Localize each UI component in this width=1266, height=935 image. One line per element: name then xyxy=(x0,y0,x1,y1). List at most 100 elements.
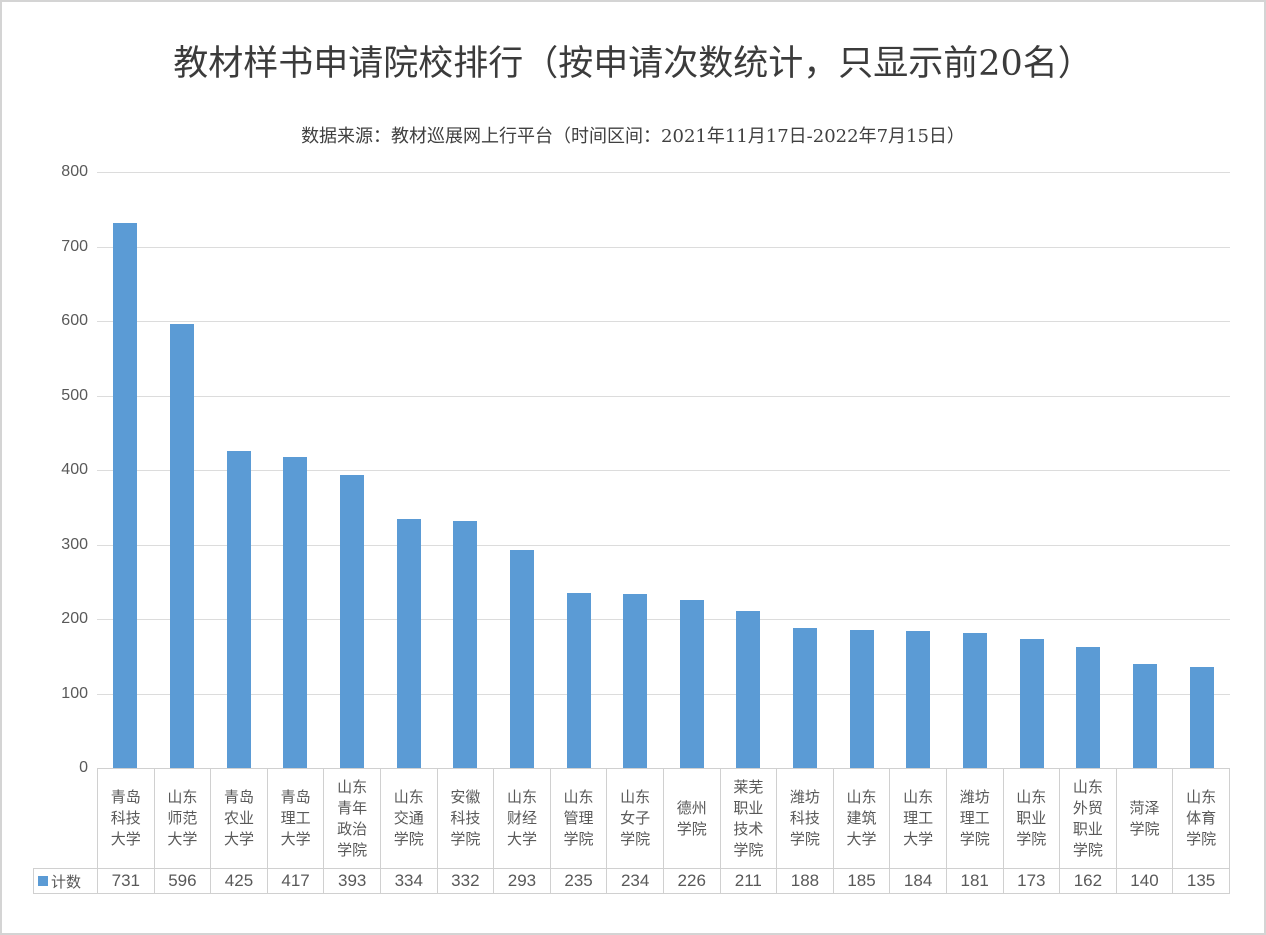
category-label: 青岛理工大学 xyxy=(280,788,311,848)
bar xyxy=(1076,647,1101,768)
value-cell: 234 xyxy=(607,869,664,893)
category-label: 山东职业学院 xyxy=(1016,788,1047,848)
gridline xyxy=(97,246,1230,248)
gridline xyxy=(97,544,1230,546)
category-cell: 山东青年政治学院 xyxy=(324,769,381,868)
category-cell: 青岛科技大学 xyxy=(98,769,155,868)
data-table-value-row: 731 596 425 417 393 334 332 293 235 234 226 211 188 1… xyxy=(97,868,1230,894)
value-cell: 293 xyxy=(494,869,551,893)
category-label: 青岛农业大学 xyxy=(223,788,254,848)
category-cell: 山东外贸职业学院 xyxy=(1060,769,1117,868)
gridline xyxy=(97,470,1230,471)
y-axis-tick-label: 500 xyxy=(61,386,88,404)
blue-square-icon xyxy=(38,876,48,886)
value-cell: 188 xyxy=(777,869,834,893)
category-label: 德州学院 xyxy=(676,798,707,838)
category-cell: 山东建筑大学 xyxy=(834,769,891,868)
category-cell: 山东财经大学 xyxy=(494,769,551,868)
bar xyxy=(396,519,421,768)
value-cell: 173 xyxy=(1004,869,1061,893)
y-axis-tick-label: 600 xyxy=(61,312,88,329)
category-cell: 山东师范大学 xyxy=(155,769,212,868)
category-label: 山东青年政治学院 xyxy=(337,777,368,859)
y-axis-tick-label: 700 xyxy=(61,237,88,255)
category-label: 潍坊科技学院 xyxy=(789,788,820,848)
category-header-row: 青岛科技大学 山东师范大学 青岛农业大学 青岛理工大学 山东青年政治学院 山东交通学院 安徽… xyxy=(97,768,1230,868)
value-cell: 162 xyxy=(1060,869,1117,893)
y-axis-tick-label: 100 xyxy=(61,684,88,702)
category-label: 山东财经大学 xyxy=(506,788,537,848)
category-cell: 山东理工大学 xyxy=(890,769,947,868)
category-cell: 山东管理学院 xyxy=(551,769,608,868)
gridline xyxy=(97,619,1230,620)
value-cell: 185 xyxy=(834,869,891,893)
chart-subtitle: 数据来源：教材巡展网上行平台（时间区间：2021年11月17日-2022年7月1… xyxy=(301,126,965,147)
category-cell: 青岛农业大学 xyxy=(211,769,268,868)
value-cell: 596 xyxy=(155,869,212,893)
value-cell: 332 xyxy=(438,869,495,893)
category-label: 青岛科技大学 xyxy=(110,788,141,848)
category-label: 安徽科技学院 xyxy=(450,788,481,848)
gridline xyxy=(97,172,1230,173)
value-cell: 140 xyxy=(1117,869,1174,893)
category-cell: 安徽科技学院 xyxy=(438,769,495,868)
gridline xyxy=(97,693,1230,695)
category-cell: 德州学院 xyxy=(664,769,721,868)
category-cell: 莱芜职业技术学院 xyxy=(721,769,778,868)
category-label: 山东体育学院 xyxy=(1186,788,1217,848)
value-cell: 226 xyxy=(664,869,721,893)
category-cell: 青岛理工大学 xyxy=(268,769,325,868)
category-label: 菏泽学院 xyxy=(1129,798,1160,838)
category-label: 山东外贸职业学院 xyxy=(1072,777,1103,859)
value-cell: 211 xyxy=(721,869,778,893)
legend-label: 计数 xyxy=(51,873,82,891)
category-cell: 山东交通学院 xyxy=(381,769,438,868)
category-label: 山东交通学院 xyxy=(393,788,424,848)
bar xyxy=(1019,639,1044,768)
bar xyxy=(679,599,704,768)
y-axis-tick-label: 300 xyxy=(61,535,88,553)
category-cell: 潍坊科技学院 xyxy=(777,769,834,868)
value-cell: 393 xyxy=(324,869,381,893)
category-label: 山东师范大学 xyxy=(167,788,198,848)
gridline xyxy=(97,321,1230,322)
bar xyxy=(113,223,138,768)
category-cell: 山东职业学院 xyxy=(1004,769,1061,868)
bar xyxy=(453,520,478,768)
bar xyxy=(566,592,591,768)
legend-key-cell: 计数 xyxy=(33,868,98,894)
category-label: 山东管理学院 xyxy=(563,788,594,848)
bar xyxy=(226,451,251,768)
value-cell: 731 xyxy=(98,869,155,893)
category-cell: 山东女子学院 xyxy=(607,769,664,868)
value-cell: 417 xyxy=(268,869,325,893)
chart-title: 教材样书申请院校排行（按申请次数统计，只显示前20名） xyxy=(173,44,1093,84)
category-cell: 潍坊理工学院 xyxy=(947,769,1004,868)
bar xyxy=(339,475,364,768)
value-cell: 184 xyxy=(890,869,947,893)
value-cell: 235 xyxy=(551,869,608,893)
value-cell: 181 xyxy=(947,869,1004,893)
bar xyxy=(169,323,194,768)
y-axis-tick-label: 0 xyxy=(79,759,88,776)
gridline xyxy=(97,395,1230,397)
bar xyxy=(736,610,761,768)
bar xyxy=(793,627,818,768)
category-label: 莱芜职业技术学院 xyxy=(733,777,764,859)
bar xyxy=(1189,667,1214,768)
plot-area xyxy=(97,172,1230,768)
value-cell: 425 xyxy=(211,869,268,893)
y-axis-tick-label: 200 xyxy=(61,610,88,627)
category-label: 潍坊理工学院 xyxy=(959,788,990,848)
category-label: 山东建筑大学 xyxy=(846,788,877,848)
category-label: 山东女子学院 xyxy=(620,788,651,848)
y-axis-tick-label: 800 xyxy=(61,163,88,180)
category-cell: 菏泽学院 xyxy=(1117,769,1174,868)
category-cell: 山东体育学院 xyxy=(1173,769,1230,868)
bar xyxy=(623,593,648,768)
bar xyxy=(906,630,931,768)
value-cell: 334 xyxy=(381,869,438,893)
category-label: 山东理工大学 xyxy=(903,788,934,848)
y-axis-tick-label: 400 xyxy=(61,461,88,478)
